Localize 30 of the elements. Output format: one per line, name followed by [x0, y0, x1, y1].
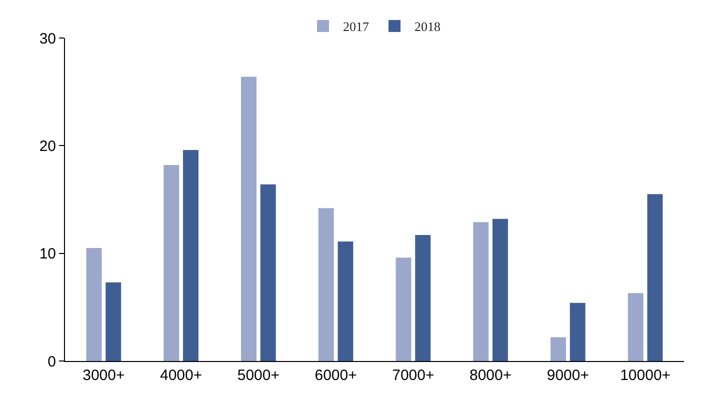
bar: [241, 76, 256, 361]
bar: [396, 258, 412, 361]
legend-label: 2017: [343, 19, 370, 34]
bar: [570, 302, 586, 361]
bar: [550, 337, 566, 361]
bar: [628, 293, 644, 361]
y-tick-label: 0: [48, 353, 56, 370]
x-tick-label: 6000+: [314, 367, 358, 384]
bar: [164, 165, 180, 361]
x-tick-label: 5000+: [237, 367, 280, 384]
bar: [86, 248, 102, 361]
legend-label: 2018: [414, 19, 440, 34]
bar: [415, 235, 431, 361]
bar: [260, 184, 276, 361]
x-tick-label: 9000+: [546, 367, 590, 384]
x-tick-label: 7000+: [392, 367, 434, 384]
bar: [473, 222, 489, 361]
bar: [647, 194, 663, 361]
x-tick-label: 10000+: [620, 367, 671, 384]
x-tick-label: 8000+: [469, 367, 512, 384]
bar: [492, 218, 508, 361]
bar: [106, 282, 122, 361]
bar: [338, 241, 354, 361]
x-tick-label: 4000+: [160, 367, 202, 384]
bar: [318, 208, 334, 361]
y-tick-label: 10: [39, 246, 56, 263]
y-tick-label: 30: [39, 30, 56, 48]
bar: [183, 150, 198, 361]
y-tick-label: 20: [39, 138, 56, 155]
x-tick-label: 3000+: [82, 367, 125, 384]
